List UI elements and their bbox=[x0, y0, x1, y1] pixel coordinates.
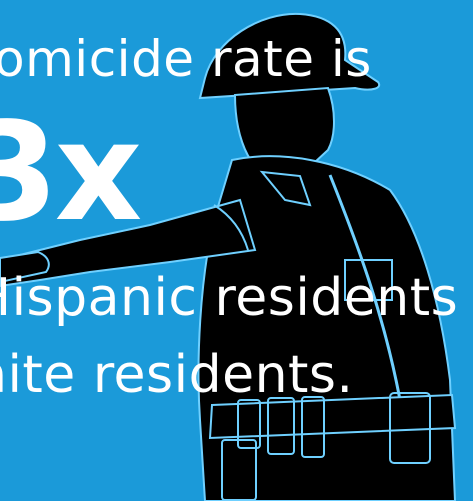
headline-line-4: hite residents. bbox=[0, 345, 354, 405]
headline-line-1: omicide rate is bbox=[0, 30, 372, 88]
headline-multiplier: 3x bbox=[0, 94, 142, 252]
headline-line-3: Hispanic residents bbox=[0, 268, 459, 328]
